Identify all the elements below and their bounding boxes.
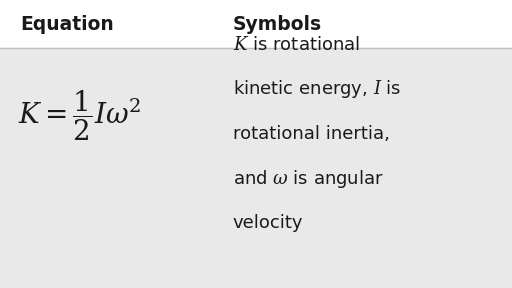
Text: Symbols: Symbols: [233, 15, 322, 34]
Text: $K$ is rotational: $K$ is rotational: [233, 36, 360, 54]
Text: velocity: velocity: [233, 214, 304, 232]
Bar: [0, 48, 512, 288]
Text: $K = \dfrac{1}{2}I\omega^2$: $K = \dfrac{1}{2}I\omega^2$: [18, 88, 141, 143]
Text: kinetic energy, $I$ is: kinetic energy, $I$ is: [233, 78, 401, 100]
Text: and $\omega$ is angular: and $\omega$ is angular: [233, 168, 383, 190]
Text: Equation: Equation: [20, 15, 114, 34]
Text: rotational inertia,: rotational inertia,: [233, 125, 390, 143]
Bar: [0, 0, 512, 48]
